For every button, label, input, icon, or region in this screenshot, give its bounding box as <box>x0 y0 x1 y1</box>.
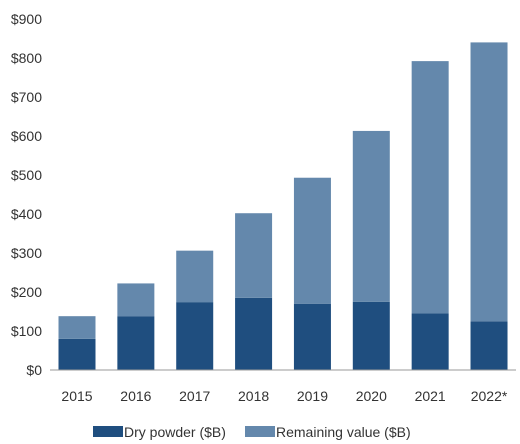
legend-label-remaining-value: Remaining value ($B) <box>276 424 411 440</box>
y-tick-label: $0 <box>26 362 42 378</box>
bar-dry-powder <box>235 297 273 370</box>
y-tick-label: $100 <box>11 323 42 339</box>
y-axis: $0 $100 $200 $300 $400 $500 $600 $700 $800 $900 <box>11 11 42 378</box>
bar-remaining-value <box>176 250 214 303</box>
x-tick-label: 2021 <box>415 388 446 404</box>
x-tick-label: 2019 <box>297 388 328 404</box>
bar-dry-powder <box>117 316 155 370</box>
bar-remaining-value <box>117 283 155 317</box>
x-axis: 2015 2016 2017 2018 2019 2020 2021 2022* <box>61 388 507 404</box>
bar-remaining-value <box>293 177 331 304</box>
bar-dry-powder <box>293 303 331 370</box>
x-tick-label: 2018 <box>238 388 269 404</box>
bar-remaining-value <box>411 61 449 314</box>
x-tick-label: 2022* <box>471 388 508 404</box>
bar-remaining-value <box>470 42 508 322</box>
y-tick-label: $300 <box>11 245 42 261</box>
x-tick-label: 2020 <box>356 388 387 404</box>
legend-swatch-dry-powder <box>93 426 123 437</box>
legend-swatch-remaining-value <box>245 426 275 437</box>
bar-dry-powder <box>411 313 449 370</box>
y-tick-label: $900 <box>11 11 42 27</box>
legend-label-dry-powder: Dry powder ($B) <box>124 424 226 440</box>
y-tick-label: $800 <box>11 50 42 66</box>
bar-dry-powder <box>470 321 508 370</box>
y-tick-label: $500 <box>11 167 42 183</box>
y-tick-label: $400 <box>11 206 42 222</box>
x-tick-label: 2015 <box>61 388 92 404</box>
bar-dry-powder <box>176 302 214 370</box>
y-tick-label: $600 <box>11 128 42 144</box>
bar-remaining-value <box>352 130 390 302</box>
bar-remaining-value <box>58 316 96 339</box>
legend: Dry powder ($B) Remaining value ($B) <box>93 424 411 440</box>
x-tick-label: 2017 <box>179 388 210 404</box>
x-tick-label: 2016 <box>120 388 151 404</box>
bar-remaining-value <box>235 213 273 298</box>
bar-dry-powder <box>58 338 96 370</box>
bars <box>58 42 508 370</box>
y-tick-label: $700 <box>11 89 42 105</box>
bar-dry-powder <box>352 301 390 370</box>
y-tick-label: $200 <box>11 284 42 300</box>
